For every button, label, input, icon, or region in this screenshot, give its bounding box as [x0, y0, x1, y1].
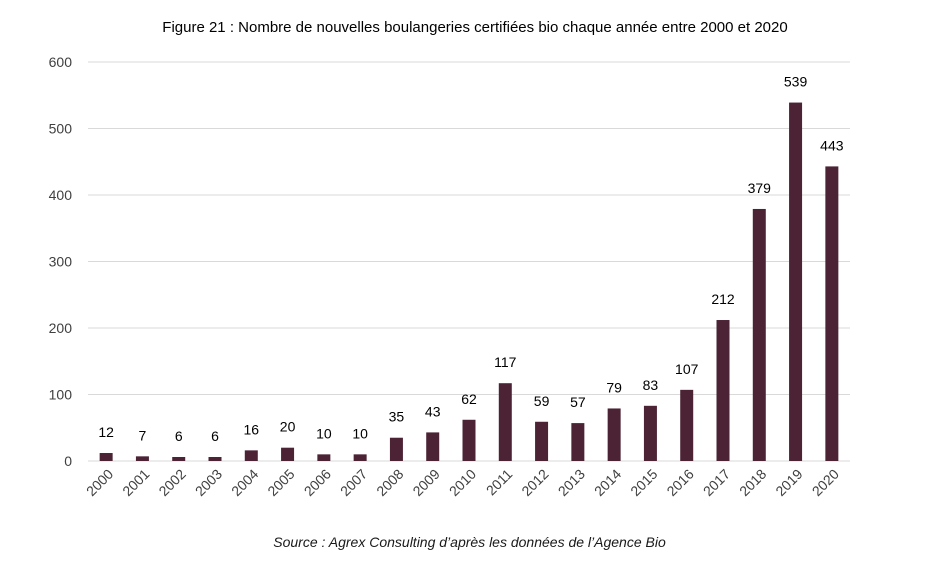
bar-2013: [571, 423, 585, 461]
x-tick-label-2003: 2003: [192, 466, 225, 499]
bar-2020: [825, 166, 839, 461]
x-axis-ticks: 2000 2001 2002 2003 2004 2005 2006 2007 2008 2009…: [83, 466, 842, 499]
y-tick-label: 100: [49, 387, 73, 403]
data-label-2010: 62: [461, 391, 477, 407]
y-tick-label: 500: [49, 121, 73, 137]
y-tick-label: 400: [49, 187, 73, 203]
bar-2002: [172, 457, 186, 461]
x-tick-label-2006: 2006: [301, 466, 334, 499]
y-tick-label: 0: [64, 453, 72, 469]
x-tick-label-2010: 2010: [446, 466, 479, 499]
x-tick-label-2019: 2019: [772, 466, 805, 499]
data-label-2017: 212: [711, 291, 735, 307]
x-tick-label-2000: 2000: [83, 466, 116, 499]
data-label-2013: 57: [570, 394, 586, 410]
bar-2011: [498, 383, 512, 461]
x-tick-label-2016: 2016: [663, 466, 696, 499]
x-tick-label-2002: 2002: [155, 466, 188, 499]
bar-2016: [680, 389, 694, 461]
x-tick-label-2009: 2009: [409, 466, 442, 499]
bar-2001: [135, 456, 149, 461]
bars: [99, 102, 839, 461]
x-tick-label-2020: 2020: [809, 466, 842, 499]
data-label-2020: 443: [820, 137, 844, 153]
bar-2015: [643, 405, 657, 461]
x-tick-label-2018: 2018: [736, 466, 769, 499]
bar-2012: [535, 421, 549, 461]
x-tick-label-2014: 2014: [591, 466, 624, 499]
y-axis-ticks: 0 100 200 300 400 500 600: [49, 54, 73, 469]
data-label-2001: 7: [139, 427, 147, 443]
x-tick-label-2004: 2004: [228, 466, 261, 499]
x-tick-label-2015: 2015: [627, 466, 660, 499]
x-tick-label-2017: 2017: [700, 466, 733, 499]
x-tick-label-2013: 2013: [555, 466, 588, 499]
bar-2014: [607, 408, 621, 461]
bar-2004: [244, 450, 258, 461]
y-tick-label: 600: [49, 54, 73, 70]
data-label-2019: 539: [784, 74, 808, 90]
data-label-2015: 83: [643, 377, 659, 393]
bar-2019: [789, 102, 803, 461]
bar-2007: [353, 454, 367, 461]
data-label-2018: 379: [748, 180, 772, 196]
bar-2006: [317, 454, 331, 461]
data-label-2014: 79: [606, 379, 622, 395]
data-label-2009: 43: [425, 403, 441, 419]
data-label-2002: 6: [175, 428, 183, 444]
y-tick-label: 300: [49, 254, 73, 270]
y-tick-label: 200: [49, 320, 73, 336]
data-label-2007: 10: [352, 425, 368, 441]
data-label-2011: 117: [494, 354, 517, 370]
gridlines: [88, 61, 850, 462]
data-label-2008: 35: [389, 409, 405, 425]
bar-2018: [752, 208, 766, 461]
chart-title: Figure 21 : Nombre de nouvelles boulange…: [162, 19, 787, 36]
data-label-2004: 16: [243, 421, 259, 437]
data-label-2000: 12: [98, 424, 114, 440]
bar-2000: [99, 453, 113, 461]
x-tick-label-2011: 2011: [483, 466, 516, 499]
x-tick-label-2007: 2007: [337, 466, 370, 499]
bar-2017: [716, 320, 730, 461]
x-tick-label-2005: 2005: [264, 466, 297, 499]
data-label-2016: 107: [675, 361, 699, 377]
x-tick-label-2008: 2008: [373, 466, 406, 499]
data-label-2003: 6: [211, 428, 219, 444]
bar-2008: [389, 437, 403, 461]
bar-2005: [281, 447, 295, 461]
data-label-2005: 20: [280, 419, 296, 435]
source-note: Source : Agrex Consulting d’après les do…: [273, 534, 666, 550]
bar-2010: [462, 419, 476, 461]
bar-2003: [208, 457, 222, 461]
data-label-2012: 59: [534, 393, 550, 409]
bar-2009: [426, 432, 440, 461]
x-tick-label-2012: 2012: [518, 466, 551, 499]
x-tick-label-2001: 2001: [119, 466, 152, 499]
data-label-2006: 10: [316, 425, 332, 441]
data-labels: 12 7 6 6 16 20 10 10 35 43 62 117 59 57 79 83 107 212 379 5…: [98, 74, 843, 444]
